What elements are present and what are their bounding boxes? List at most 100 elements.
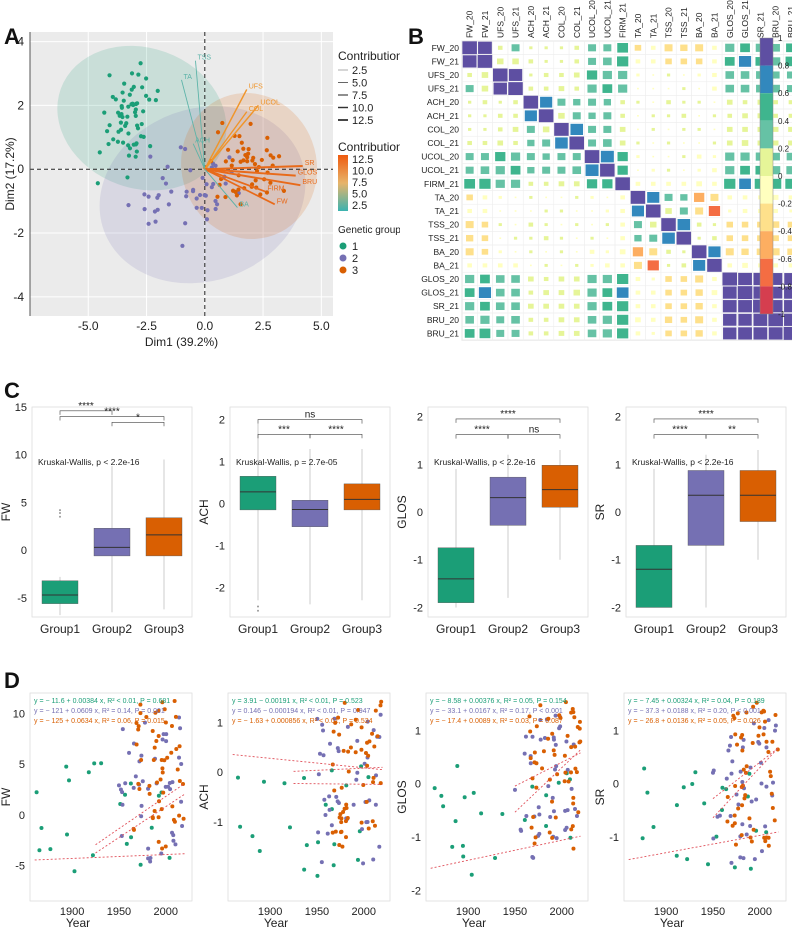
point-group-2 — [209, 185, 214, 190]
heatmap-cell — [768, 313, 783, 327]
heatmap-cell — [650, 45, 656, 50]
heatmap-cell — [575, 210, 578, 212]
data-point — [374, 773, 379, 778]
heatmap-cell — [602, 329, 612, 338]
y-axis-label: Dim2 (17.2%) — [3, 137, 17, 210]
heatmap-cell — [768, 273, 783, 285]
heatmap-cell — [742, 262, 748, 268]
data-point — [532, 750, 537, 755]
data-point — [355, 738, 360, 743]
x-tick-label: 5.0 — [313, 319, 330, 333]
y-tick-label: 0 — [219, 499, 225, 511]
legend-group-dot — [339, 254, 347, 262]
loading-label: FIRM — [267, 186, 284, 193]
legend-size-label: 12.5 — [352, 115, 373, 127]
heatmap-cell — [495, 288, 505, 297]
heatmap-cell — [482, 208, 488, 214]
x-tick-label: Group3 — [144, 622, 184, 636]
x-tick-label: 2000 — [550, 906, 574, 918]
heatmap-cell — [773, 263, 778, 268]
regression-equation: y = 0.146 − 0.000194 x, R² < 0.01, P = 0… — [232, 708, 371, 715]
data-point — [37, 848, 42, 853]
data-point — [379, 699, 384, 704]
y-axis-label: FW — [0, 502, 13, 521]
point-group-2 — [155, 195, 160, 200]
data-point — [316, 830, 321, 835]
data-point — [160, 700, 165, 705]
point-group-1 — [138, 61, 143, 66]
heatmap-cell — [740, 152, 750, 161]
data-point — [175, 767, 180, 772]
heatmap-cell — [676, 231, 692, 245]
heatmap-cell — [738, 272, 752, 286]
heatmap-cell — [635, 317, 641, 323]
data-point — [319, 860, 324, 865]
x-tick-label: Group2 — [290, 622, 330, 636]
data-point — [728, 814, 733, 819]
heatmap-cell — [605, 250, 609, 254]
data-point — [152, 809, 157, 814]
heatmap-cell — [542, 153, 550, 160]
point-group-1 — [155, 88, 160, 93]
heatmap-cell — [528, 317, 534, 322]
data-point — [729, 734, 734, 739]
legend-contrib-color-title: Contribution — [338, 140, 400, 154]
box-2 — [291, 500, 329, 527]
point-group-2 — [178, 145, 183, 150]
box-3 — [343, 483, 381, 511]
year-plot-ach: y = 3.91 − 0.00191 x, R² < 0.01, P = 0.5… — [197, 692, 391, 928]
heatmap-cell — [712, 114, 717, 118]
loading-label: BRU — [302, 179, 317, 186]
data-point — [730, 759, 735, 764]
data-point — [359, 725, 364, 730]
data-point — [154, 738, 159, 743]
x-tick-label: 1900 — [258, 906, 282, 918]
x-tick-label: Group3 — [738, 622, 778, 636]
point-group-3 — [259, 157, 264, 163]
heatmap-cell — [557, 153, 566, 161]
data-point — [163, 784, 168, 789]
data-point — [455, 764, 460, 769]
data-point — [150, 729, 155, 734]
kruskal-wallis-label: Kruskal-Wallis, p = 2.7e-05 — [236, 457, 338, 467]
data-point — [339, 816, 344, 821]
data-point — [693, 770, 698, 775]
data-point — [304, 843, 309, 848]
significance-label: **** — [500, 409, 516, 420]
x-tick-label: 2000 — [352, 906, 376, 918]
y-axis-label: GLOS — [395, 495, 409, 528]
significance-label: **** — [672, 425, 688, 436]
data-point — [139, 757, 144, 762]
data-point — [363, 751, 368, 756]
heatmap-cell — [557, 166, 566, 174]
significance-label: ns — [529, 425, 540, 436]
data-point — [756, 733, 761, 738]
point-group-3 — [235, 149, 240, 154]
heatmap-cell — [573, 181, 580, 187]
heatmap-cell — [772, 235, 779, 242]
heatmap-cell — [619, 140, 626, 146]
significance-label: * — [136, 412, 140, 423]
data-point — [370, 731, 375, 736]
heatmap-cell — [723, 313, 737, 326]
data-point — [550, 795, 555, 800]
data-point — [323, 812, 328, 817]
y-tick-label: -2 — [611, 602, 621, 614]
x-tick-label: Group1 — [238, 622, 278, 636]
heatmap-cell — [480, 166, 490, 175]
heatmap-cell — [588, 112, 596, 120]
data-point — [570, 824, 575, 829]
data-point — [34, 790, 39, 795]
y-tick-label: 10 — [15, 450, 27, 462]
point-group-1 — [129, 71, 135, 76]
box-1 — [41, 580, 79, 604]
y-tick-label: -5 — [17, 593, 27, 605]
heatmap-cell — [784, 300, 792, 313]
data-point — [748, 835, 753, 840]
heatmap-cell — [712, 72, 717, 78]
point-group-1 — [131, 84, 136, 89]
heatmap-cell — [498, 195, 502, 199]
point-group-1 — [127, 146, 133, 151]
heatmap-cell — [587, 329, 597, 338]
box-3 — [145, 517, 183, 557]
